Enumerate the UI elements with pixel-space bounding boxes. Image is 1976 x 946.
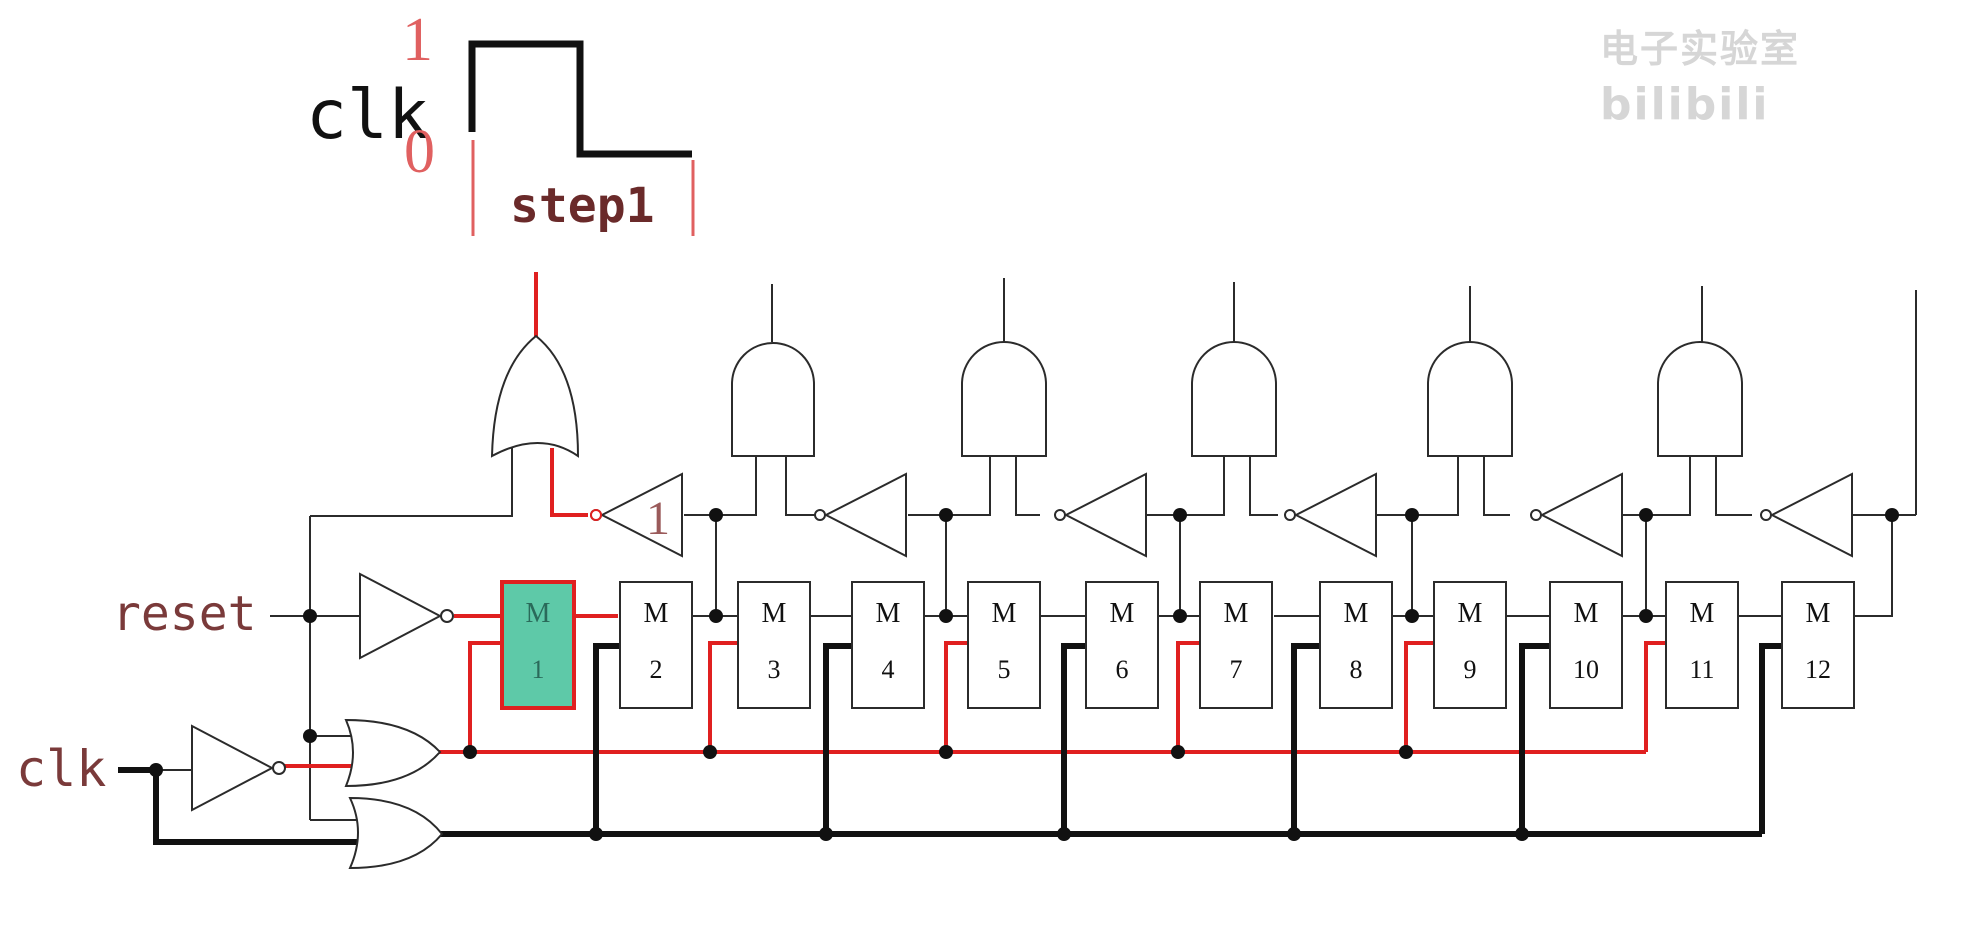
module-number: 7 [1230, 655, 1243, 684]
module-number: 1 [532, 655, 545, 684]
module-m4: M4 [851, 581, 925, 709]
junction-dots [149, 508, 1899, 841]
module-box [1665, 581, 1739, 709]
active-wires [284, 272, 1666, 768]
clock-waveform [468, 40, 692, 158]
inverter-3 [1063, 472, 1147, 558]
inverter-1-bubble-active [590, 509, 602, 521]
module-box [1199, 581, 1273, 709]
clock-bus [118, 643, 1782, 845]
module-letter: M [644, 598, 669, 629]
module-m9: M9 [1433, 581, 1507, 709]
step-label: step1 [510, 178, 655, 234]
module-box [1319, 581, 1393, 709]
module-box [1433, 581, 1507, 709]
module-letter: M [762, 598, 787, 629]
and-gate-5 [1657, 341, 1743, 457]
module-number: 12 [1805, 655, 1831, 684]
module-box [1781, 581, 1855, 709]
and-gate-2 [961, 341, 1047, 457]
inverter-4 [1293, 472, 1377, 558]
or-gate-clk-red [344, 718, 442, 788]
module-box [737, 581, 811, 709]
module-letter: M [1458, 598, 1483, 629]
and-gate-4 [1427, 341, 1513, 457]
module-number: 2 [650, 655, 663, 684]
module-number: 10 [1573, 655, 1599, 684]
and-gates [731, 341, 1743, 457]
module-m2: M2 [619, 581, 693, 709]
inverter-value-label: 1 [646, 492, 670, 545]
timing-clk-label: clk [306, 76, 429, 155]
or-gate-clk-black [348, 796, 444, 870]
module-box [1549, 581, 1623, 709]
module-box [500, 580, 576, 710]
module-number: 8 [1350, 655, 1363, 684]
clk-input-label: clk [16, 740, 106, 798]
module-m8: M8 [1319, 581, 1393, 709]
clk-inverter-bubble [272, 761, 286, 775]
and-gate-1 [731, 342, 815, 457]
module-number: 6 [1116, 655, 1129, 684]
module-letter: M [992, 598, 1017, 629]
reset-label: reset [112, 586, 257, 642]
module-box [619, 581, 693, 709]
module-number: 5 [998, 655, 1011, 684]
module-number: 4 [882, 655, 895, 684]
inverters-row [590, 472, 1853, 558]
timing-low-label: 0 [404, 118, 435, 186]
module-m10: M 10 [1549, 581, 1623, 709]
module-letter: M [1574, 598, 1599, 629]
module-letter: M [1110, 598, 1135, 629]
module-m3: M3 [737, 581, 811, 709]
watermark: 电子实验室 bilibili [1600, 18, 1976, 130]
module-letter: M [1690, 598, 1715, 629]
inverter-1 [599, 472, 683, 558]
module-letter: M [1344, 598, 1369, 629]
module-box [851, 581, 925, 709]
or-gate-top [490, 334, 580, 458]
signal-wires [156, 278, 1917, 821]
and-gate-3 [1191, 341, 1277, 457]
inverter-5 [1539, 472, 1623, 558]
module-box [1085, 581, 1159, 709]
module-number: 11 [1689, 655, 1714, 684]
module-box [967, 581, 1041, 709]
inverter-2 [823, 472, 907, 558]
module-number: 9 [1464, 655, 1477, 684]
module-m12: M 12 [1781, 581, 1855, 709]
reset-inverter-bubble [440, 609, 454, 623]
module-letter: M [1224, 598, 1249, 629]
clock-timing-diagram: clk 1 0 step1 [306, 6, 695, 236]
module-m5: M5 [967, 581, 1041, 709]
module-m1: M1 [500, 580, 576, 710]
module-letter: M [1806, 598, 1831, 629]
clk-inverter [191, 724, 275, 812]
watermark-prefix: 电子实验室 [1600, 27, 1801, 71]
module-letter: M [876, 598, 901, 629]
watermark-logo: bilibili [1600, 79, 1770, 130]
inverter-6 [1769, 472, 1853, 558]
module-letter: M [526, 598, 551, 629]
reset-inverter [359, 572, 443, 660]
timing-high-label: 1 [402, 6, 433, 74]
module-m11: M 11 [1665, 581, 1739, 709]
module-m7: M7 [1199, 581, 1273, 709]
module-m6: M6 [1085, 581, 1159, 709]
module-number: 3 [768, 655, 781, 684]
